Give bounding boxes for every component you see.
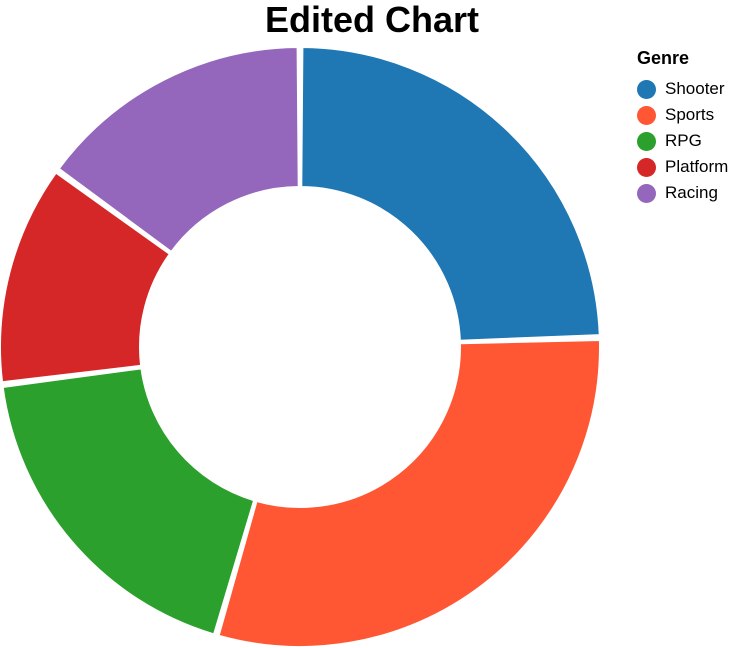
slice-shooter[interactable] — [300, 46, 601, 342]
legend-label: Sports — [665, 105, 715, 124]
legend-label: Platform — [665, 157, 729, 176]
legend-item-sports[interactable]: Sports — [637, 102, 728, 128]
chart-title: Edited Chart — [264, 0, 479, 40]
legend-item-racing[interactable]: Racing — [637, 180, 728, 206]
legend-item-platform[interactable]: Platform — [637, 154, 728, 180]
legend-swatch — [637, 157, 656, 177]
slice-racing[interactable] — [57, 46, 300, 253]
legend: Genre Shooter Sports RPG Platform Racing — [637, 48, 728, 206]
legend-title: Genre — [637, 48, 690, 68]
legend-items: Shooter Sports RPG Platform Racing — [637, 76, 728, 206]
legend-swatch — [637, 183, 656, 203]
slice-rpg[interactable] — [1, 367, 256, 636]
legend-swatch — [637, 79, 656, 99]
legend-label: Racing — [665, 183, 718, 202]
legend-swatch — [637, 131, 656, 151]
legend-label: Shooter — [665, 79, 725, 98]
legend-item-shooter[interactable]: Shooter — [637, 76, 728, 102]
slice-sports[interactable] — [217, 338, 601, 648]
legend-label: RPG — [665, 131, 702, 150]
slice-platform[interactable] — [0, 171, 171, 384]
legend-swatch — [637, 105, 656, 125]
legend-item-rpg[interactable]: RPG — [637, 128, 728, 154]
